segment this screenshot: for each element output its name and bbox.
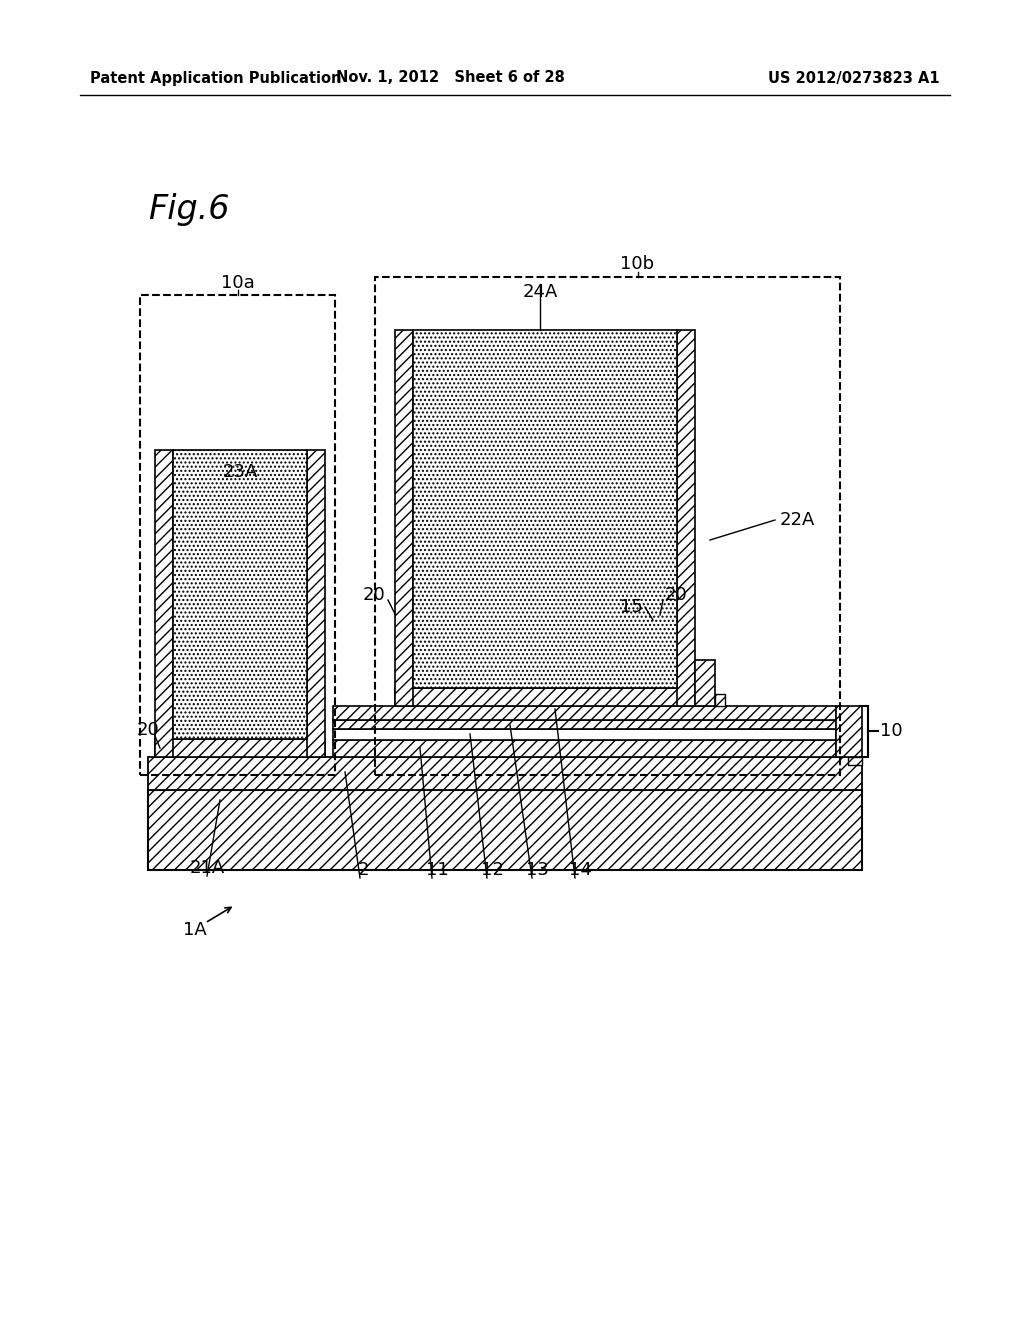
Bar [375, 277, 840, 775]
Bar [333, 719, 836, 729]
Bar [695, 660, 715, 706]
Text: 21A: 21A [189, 859, 224, 876]
Text: Fig.6: Fig.6 [148, 194, 229, 227]
Text: 10: 10 [880, 722, 902, 741]
Text: 20: 20 [665, 586, 688, 605]
Bar [395, 688, 695, 706]
Bar [333, 741, 836, 756]
Text: 22A: 22A [780, 511, 815, 529]
Text: 2: 2 [357, 861, 369, 879]
Text: 20: 20 [136, 721, 160, 739]
Text: 10b: 10b [621, 255, 654, 273]
Text: US 2012/0273823 A1: US 2012/0273823 A1 [768, 70, 940, 86]
Bar [715, 694, 725, 706]
Text: 13: 13 [525, 861, 549, 879]
Text: 11: 11 [426, 861, 449, 879]
Bar [836, 706, 862, 756]
Bar [333, 706, 836, 719]
Bar [155, 739, 325, 756]
Bar [148, 789, 862, 870]
Bar [333, 729, 836, 741]
Text: 20: 20 [362, 586, 385, 605]
Text: 1A: 1A [183, 921, 207, 939]
Text: Nov. 1, 2012   Sheet 6 of 28: Nov. 1, 2012 Sheet 6 of 28 [336, 70, 564, 86]
Text: 23A: 23A [222, 463, 258, 480]
Bar [848, 756, 862, 766]
Text: 10a: 10a [220, 275, 254, 292]
Bar [155, 450, 173, 756]
Text: 24A: 24A [522, 282, 558, 301]
Bar [148, 756, 862, 789]
Bar [413, 330, 677, 688]
Bar [307, 450, 325, 756]
Bar [140, 294, 335, 775]
Text: 12: 12 [480, 861, 504, 879]
Text: 15: 15 [621, 598, 643, 616]
Text: Patent Application Publication: Patent Application Publication [90, 70, 341, 86]
Bar [173, 450, 307, 739]
Bar [677, 330, 695, 706]
Text: 14: 14 [568, 861, 592, 879]
Bar [395, 330, 413, 706]
